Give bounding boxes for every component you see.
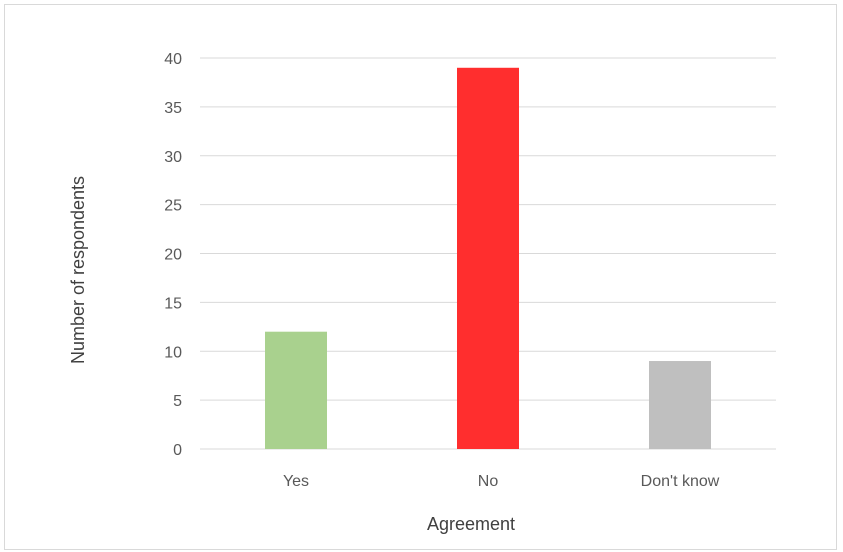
x-tick-label: Don't know [641, 473, 720, 490]
bars [265, 67, 711, 450]
x-axis-title: Agreement [427, 514, 515, 534]
y-axis-ticks: 0 5 10 15 20 25 30 35 40 [164, 51, 182, 459]
y-tick-label: 30 [164, 149, 182, 166]
y-tick-label: 0 [173, 442, 182, 459]
bar-no [457, 67, 519, 450]
y-tick-label: 5 [173, 393, 182, 410]
x-tick-label: Yes [283, 473, 309, 490]
x-tick-label: No [478, 473, 499, 490]
y-tick-label: 15 [164, 295, 182, 312]
bar-yes [265, 331, 327, 449]
x-axis-ticks: Yes No Don't know [283, 473, 720, 490]
y-tick-label: 40 [164, 51, 182, 68]
y-tick-label: 20 [164, 247, 182, 264]
bar-don-t-know [649, 361, 711, 449]
y-tick-label: 25 [164, 198, 182, 215]
y-axis-title: Number of respondents [68, 176, 88, 364]
chart-frame [4, 4, 837, 550]
y-tick-label: 35 [164, 100, 182, 117]
y-tick-label: 10 [164, 344, 182, 361]
